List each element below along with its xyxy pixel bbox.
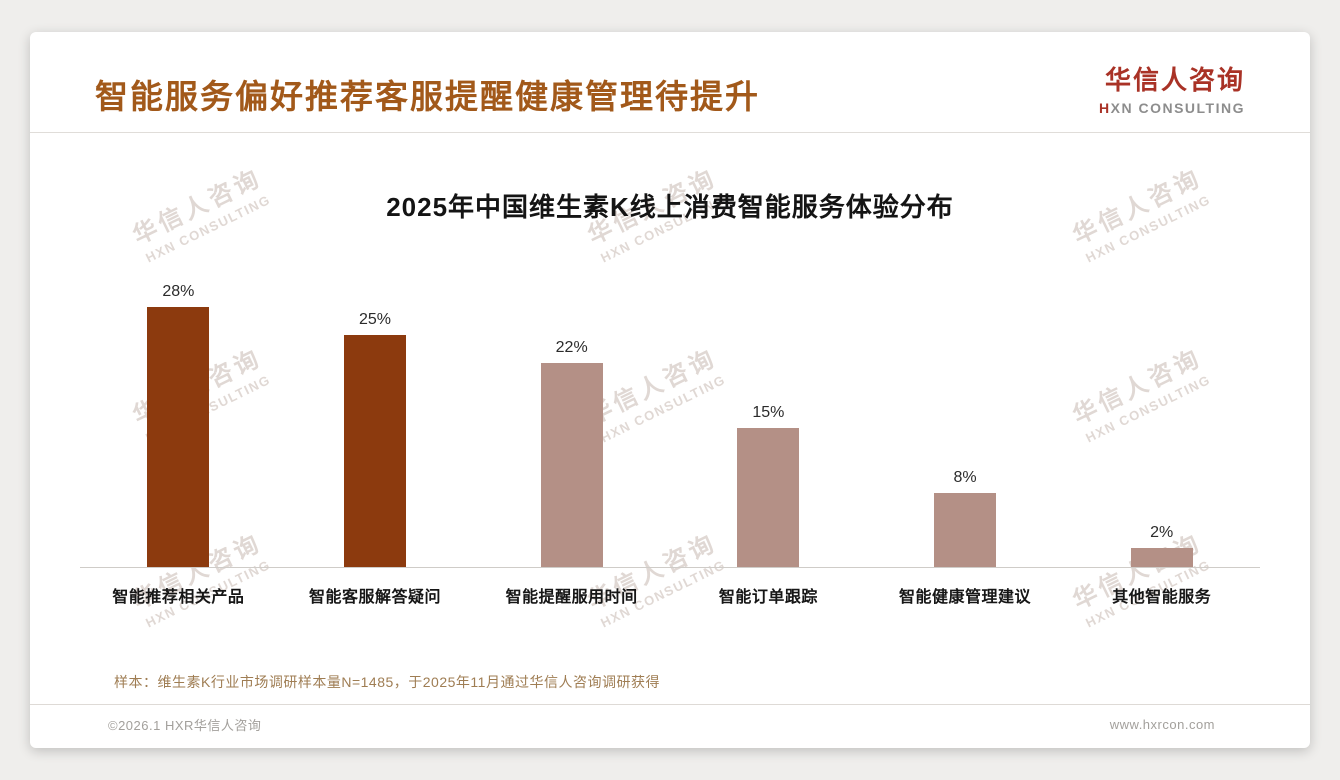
footer-divider bbox=[30, 704, 1310, 705]
bar-3 bbox=[540, 363, 603, 567]
bar-value-label: 22% bbox=[555, 339, 588, 356]
bar-value-label: 25% bbox=[358, 311, 392, 328]
bar-value-label: 8% bbox=[953, 469, 977, 486]
website-link: www.hxrcon.com bbox=[1109, 717, 1215, 732]
bar-value-label: 2% bbox=[1150, 524, 1174, 541]
bar-column: 15% bbox=[670, 404, 867, 567]
bar-value-label: 15% bbox=[752, 404, 785, 421]
bar-4 bbox=[737, 428, 800, 567]
bar-column: 28% bbox=[80, 283, 277, 567]
bar-column: 8% bbox=[867, 469, 1064, 567]
plot-area: 28% 25% 22% 15% 8% 2% bbox=[80, 280, 1260, 568]
slide: 华信人咨询 HXN CONSULTING 华信人咨询 HXN CONSULTING 华信… bbox=[30, 32, 1310, 748]
sample-note: 样本：维生素K行业市场调研样本量N=1485，于2025年11月通过华信人咨询调… bbox=[114, 674, 660, 690]
category-label: 智能提醒服用时间 bbox=[505, 589, 638, 606]
brand-logo: 华信人咨询 HXN CONSULTING bbox=[1099, 60, 1245, 116]
brand-logo-en: HXN CONSULTING bbox=[1099, 100, 1245, 116]
header: 智能服务偏好推荐客服提醒健康管理待提升 华信人咨询 HXN CONSULTING bbox=[30, 32, 1310, 133]
bar-column: 22% bbox=[473, 339, 670, 567]
page-title: 智能服务偏好推荐客服提醒健康管理待提升 bbox=[95, 78, 760, 116]
chart-title: 2025年中国维生素K线上消费智能服务体验分布 bbox=[386, 192, 954, 222]
category-label: 智能客服解答疑问 bbox=[309, 589, 442, 606]
bar-2 bbox=[344, 335, 406, 567]
bar-value-label: 28% bbox=[162, 283, 195, 300]
copyright-text: ©2026.1 HXR华信人咨询 bbox=[108, 718, 262, 733]
bar-1 bbox=[147, 307, 210, 567]
category-axis: 智能推荐相关产品 智能客服解答疑问 智能提醒服用时间 智能订单跟踪 智能健康管理建议 其他… bbox=[80, 568, 1260, 607]
category-label: 智能健康管理建议 bbox=[899, 589, 1032, 606]
category-label: 智能推荐相关产品 bbox=[112, 589, 245, 606]
footer: ©2026.1 HXR华信人咨询 www.hxrcon.com bbox=[30, 705, 1310, 748]
bar-column: 25% bbox=[277, 311, 474, 567]
category-label: 智能订单跟踪 bbox=[718, 589, 818, 606]
bar-5 bbox=[934, 493, 997, 567]
bar-column: 2% bbox=[1063, 524, 1260, 567]
bar-6 bbox=[1130, 548, 1193, 567]
category-label: 其他智能服务 bbox=[1112, 589, 1212, 606]
bar-chart: 2025年中国维生素K线上消费智能服务体验分布 28% 25% 22% 15% 8% 2%… bbox=[30, 133, 1310, 672]
slide-content: 智能服务偏好推荐客服提醒健康管理待提升 华信人咨询 HXN CONSULTING… bbox=[30, 32, 1310, 748]
brand-logo-cn: 华信人咨询 bbox=[1104, 65, 1245, 95]
